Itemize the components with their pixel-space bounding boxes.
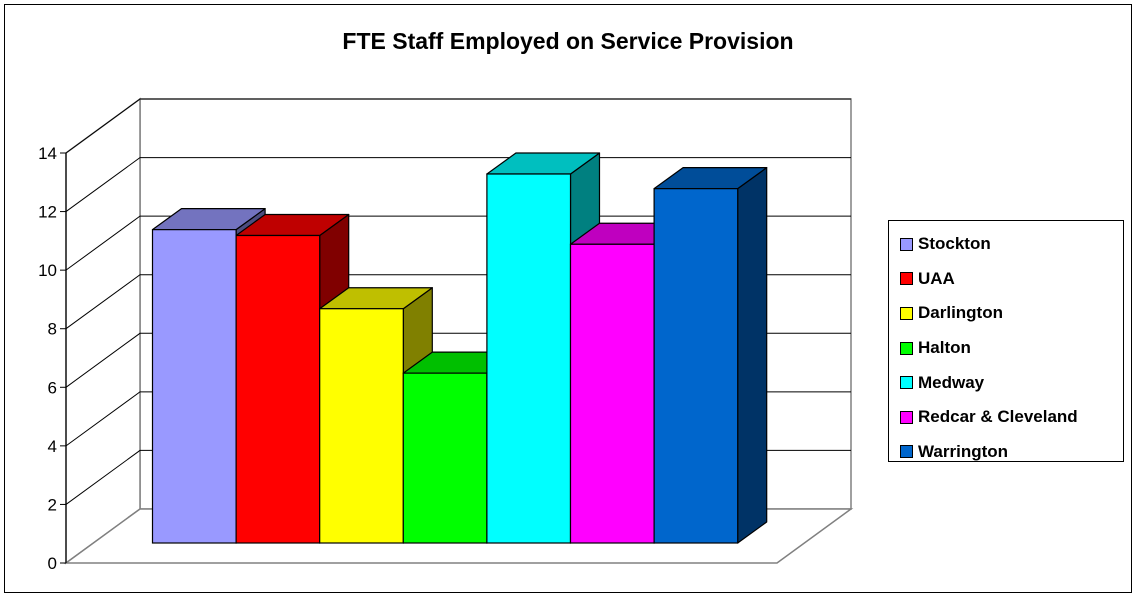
bar-uaa bbox=[235, 234, 321, 544]
legend-label: Medway bbox=[918, 372, 985, 392]
side-wall bbox=[65, 97, 141, 565]
y-tick-label: 10 bbox=[38, 261, 57, 280]
legend-item: Warrington bbox=[889, 435, 1123, 470]
y-tick-label: 12 bbox=[38, 203, 57, 222]
bar bbox=[653, 167, 768, 544]
legend-label: UAA bbox=[918, 268, 955, 288]
legend-label: Redcar & Cleveland bbox=[918, 407, 1078, 427]
bar-halton bbox=[402, 372, 488, 544]
legend-swatch bbox=[900, 410, 913, 424]
bar-darlington bbox=[319, 308, 404, 544]
y-tick-label: 8 bbox=[48, 320, 57, 339]
bar-medway bbox=[486, 173, 572, 544]
legend: Stockton UAA Darlington Halton Medway Redcar … bbox=[888, 220, 1124, 462]
legend-label: Halton bbox=[918, 338, 971, 358]
legend-item: UAA bbox=[889, 262, 1123, 297]
y-tick-label: 2 bbox=[48, 495, 57, 514]
chart-title: FTE Staff Employed on Service Provision bbox=[342, 28, 794, 54]
gridline bbox=[65, 157, 851, 212]
bar-side-warrington bbox=[737, 167, 768, 544]
legend-swatch bbox=[900, 306, 913, 320]
legend-swatch bbox=[900, 341, 913, 355]
legend-label: Warrington bbox=[918, 441, 1009, 461]
y-tick-label: 14 bbox=[38, 144, 57, 163]
gridline bbox=[65, 215, 851, 271]
legend-item: Medway bbox=[889, 365, 1123, 400]
legend-swatch bbox=[900, 445, 913, 459]
legend-label: Stockton bbox=[918, 234, 991, 254]
bar-warrington bbox=[653, 188, 739, 544]
y-tick-label: 6 bbox=[48, 378, 57, 397]
legend-swatch bbox=[900, 376, 913, 390]
legend-item: Darlington bbox=[889, 296, 1123, 331]
legend-swatch bbox=[900, 272, 913, 286]
legend-swatch bbox=[900, 237, 913, 251]
bar-redcar-cleveland bbox=[569, 243, 655, 544]
legend-item: Redcar & Cleveland bbox=[889, 400, 1123, 435]
y-tick-label: 0 bbox=[48, 554, 57, 573]
y-tick-label: 4 bbox=[48, 437, 57, 456]
legend-item: Halton bbox=[889, 331, 1123, 366]
legend-item: Stockton bbox=[889, 227, 1123, 262]
bar-stockton bbox=[151, 229, 237, 544]
gridline bbox=[65, 98, 851, 154]
legend-label: Darlington bbox=[918, 303, 1003, 323]
